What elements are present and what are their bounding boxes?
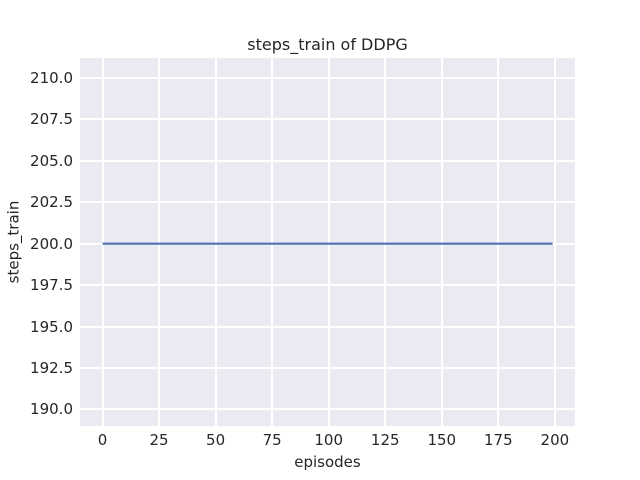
x-tick-label: 25 [149,431,169,449]
gridline-vertical [440,58,443,426]
gridline-horizontal [80,118,575,121]
gridline-vertical [158,58,161,426]
gridline-horizontal [80,366,575,369]
y-tick-label: 202.5 [30,193,73,212]
gridline-vertical [497,58,500,426]
gridline-vertical [214,58,217,426]
gridline-vertical [384,58,387,426]
line-series [102,242,553,245]
chart-title: steps_train of DDPG [247,35,408,54]
y-tick-label: 197.5 [30,276,73,295]
x-tick-label: 50 [206,431,226,449]
gridline-vertical [101,58,104,426]
x-axis-label: episodes [294,453,361,471]
gridline-vertical [327,58,330,426]
plot-area [80,58,575,426]
x-tick-label: 200 [540,431,570,449]
gridline-horizontal [80,325,575,328]
y-tick-label: 190.0 [30,400,73,419]
gridline-horizontal [80,284,575,287]
x-tick-label: 150 [427,431,457,449]
y-tick-label: 195.0 [30,317,73,336]
x-tick-label: 100 [314,431,343,449]
gridline-vertical [271,58,274,426]
gridline-horizontal [80,159,575,162]
y-tick-label: 210.0 [30,68,73,87]
y-tick-label: 207.5 [30,110,73,129]
y-tick-label: 205.0 [30,151,73,170]
gridline-horizontal [80,201,575,204]
gridline-horizontal [80,76,575,79]
gridline-vertical [553,58,556,426]
x-tick-label: 75 [262,431,282,449]
y-tick-label: 192.5 [30,358,73,377]
gridline-horizontal [80,408,575,411]
y-tick-label: 200.0 [30,234,73,253]
x-tick-label: 125 [370,431,400,449]
x-tick-label: 175 [483,431,513,449]
x-tick-label: 0 [97,431,108,449]
